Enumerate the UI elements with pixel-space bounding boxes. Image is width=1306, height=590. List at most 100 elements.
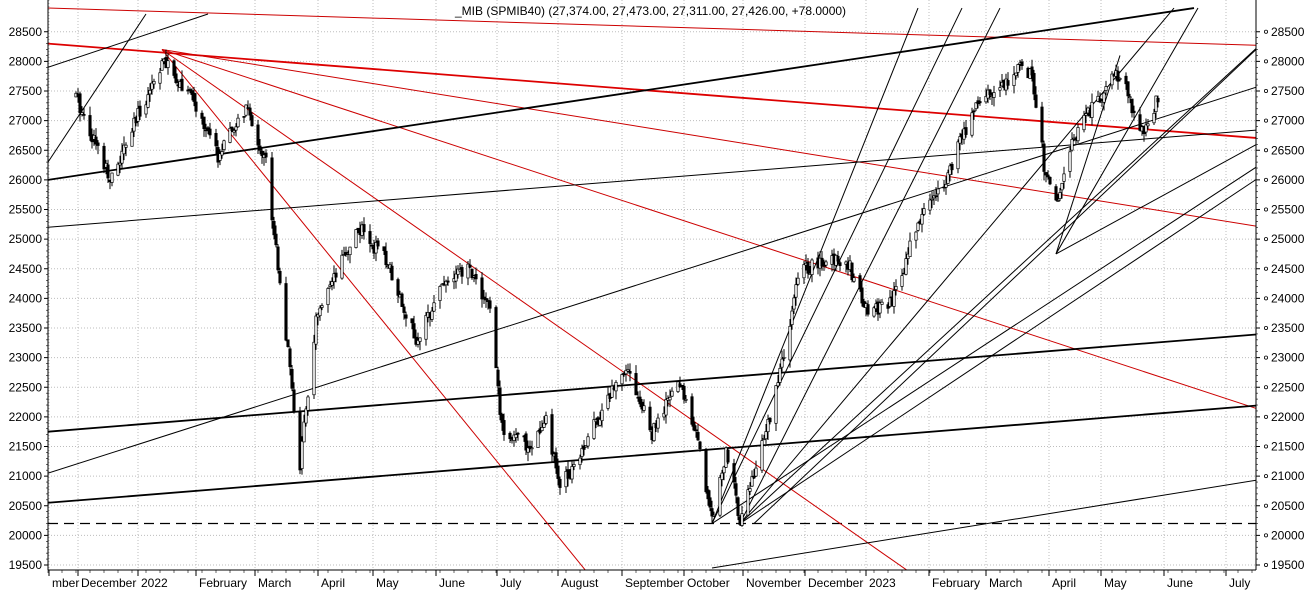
- price-bar-body: [1118, 78, 1122, 80]
- price-bar-body: [148, 89, 152, 95]
- price-bar-body: [606, 394, 610, 409]
- y-tick-label-right: 25000: [1271, 232, 1305, 246]
- x-tick-label: July: [1229, 576, 1250, 590]
- y-tick-label-right: 21500: [1271, 440, 1305, 454]
- price-bar-body: [610, 385, 614, 398]
- y-tick-marker: [1264, 533, 1269, 538]
- price-bar-body: [1070, 139, 1074, 151]
- price-bar-body: [554, 452, 558, 469]
- price-bar-body: [638, 396, 642, 405]
- trendline-red: [48, 7, 1256, 46]
- price-bar-body: [94, 136, 98, 145]
- price-bar-body: [692, 422, 696, 431]
- price-bar-body: [416, 340, 420, 345]
- price-bar-body: [796, 277, 800, 285]
- y-tick-label-left: 26500: [9, 143, 43, 157]
- price-bar-body: [96, 142, 100, 146]
- y-tick-marker: [1264, 296, 1269, 301]
- price-bar-body: [920, 214, 924, 225]
- price-bar-body: [682, 385, 686, 400]
- x-tick-label: May: [376, 576, 399, 590]
- price-bar-body: [752, 475, 756, 479]
- trendline-red: [161, 49, 586, 570]
- price-bar-body: [404, 314, 408, 319]
- price-bar-body: [904, 258, 908, 275]
- price-bar-body: [858, 275, 862, 290]
- trendline-black: [48, 13, 147, 163]
- price-bar-body: [334, 272, 338, 278]
- price-bar-body: [508, 432, 512, 440]
- price-bar-body: [454, 273, 458, 282]
- price-bar-body: [578, 457, 582, 466]
- price-bar-body: [514, 434, 518, 438]
- price-bar-body: [340, 254, 344, 279]
- price-bar-body: [970, 112, 974, 136]
- price-bar-body: [1030, 66, 1034, 76]
- price-bar-body: [200, 112, 204, 119]
- price-bar-body: [1156, 97, 1160, 103]
- price-bar-body: [718, 477, 722, 516]
- price-bar-body: [972, 110, 976, 113]
- price-bar-body: [1014, 72, 1018, 76]
- price-bar-body: [1006, 80, 1010, 86]
- price-bar-body: [988, 89, 992, 95]
- price-bar-body: [342, 254, 346, 256]
- price-bar-body: [542, 422, 546, 428]
- price-bar-body: [460, 267, 464, 277]
- price-bar-body: [256, 124, 260, 146]
- y-tick-label-right: 28500: [1271, 25, 1305, 39]
- y-tick-label-left: 20500: [9, 499, 43, 513]
- price-bar-body: [1084, 113, 1088, 116]
- price-bar-body: [172, 60, 176, 76]
- price-bar-body: [496, 369, 500, 387]
- y-tick-label-right: 26500: [1271, 143, 1305, 157]
- price-bar-body: [698, 441, 702, 450]
- y-tick-label-right: 23000: [1271, 351, 1305, 365]
- price-bar-body: [720, 472, 724, 480]
- price-bar-body: [894, 286, 898, 290]
- price-bar-body: [696, 431, 700, 441]
- price-bar-body: [326, 288, 330, 305]
- y-tick-label-right: 22000: [1271, 410, 1305, 424]
- y-tick-marker: [1264, 29, 1269, 34]
- price-bar-body: [558, 478, 562, 488]
- y-tick-label-left: 19500: [9, 558, 43, 572]
- price-bar-body: [540, 427, 544, 431]
- price-bar-body: [418, 337, 422, 342]
- x-tick-label: June: [1167, 576, 1193, 590]
- y-tick-label-right: 27000: [1271, 114, 1305, 128]
- price-bar-body: [528, 445, 532, 449]
- price-bar-body: [1130, 98, 1134, 114]
- x-tick-label: April: [1052, 576, 1076, 590]
- price-bar-body: [1116, 70, 1120, 82]
- price-bar-body: [1124, 75, 1128, 85]
- y-tick-marker: [1264, 89, 1269, 94]
- price-bar-body: [312, 341, 316, 396]
- price-bars: [74, 49, 1160, 527]
- price-bar-body: [550, 414, 554, 455]
- price-bar-body: [746, 489, 750, 516]
- price-bar-body: [1126, 81, 1130, 97]
- price-bar-body: [480, 277, 484, 300]
- trendline-black: [1055, 55, 1121, 255]
- trendline-black: [739, 178, 1256, 524]
- price-bar-body: [708, 497, 712, 508]
- price-bar-body: [190, 90, 194, 95]
- price-bar-body: [132, 117, 136, 132]
- price-bar-body: [664, 399, 668, 416]
- price-bar-body: [950, 163, 954, 171]
- price-bar-body: [908, 240, 912, 258]
- y-tick-marker: [1264, 474, 1269, 479]
- price-bar-body: [348, 246, 352, 256]
- price-bar-body: [690, 396, 694, 425]
- x-tick-label: June: [439, 576, 465, 590]
- price-bar-body: [1044, 172, 1048, 176]
- price-bar-body: [470, 268, 474, 279]
- price-bar-body: [158, 72, 162, 84]
- price-bar-body: [400, 293, 404, 307]
- price-bar-body: [152, 80, 156, 85]
- price-bar-body: [936, 188, 940, 195]
- price-bar-body: [880, 301, 884, 305]
- x-tick-label: February: [932, 576, 980, 590]
- price-bar-body: [150, 82, 154, 90]
